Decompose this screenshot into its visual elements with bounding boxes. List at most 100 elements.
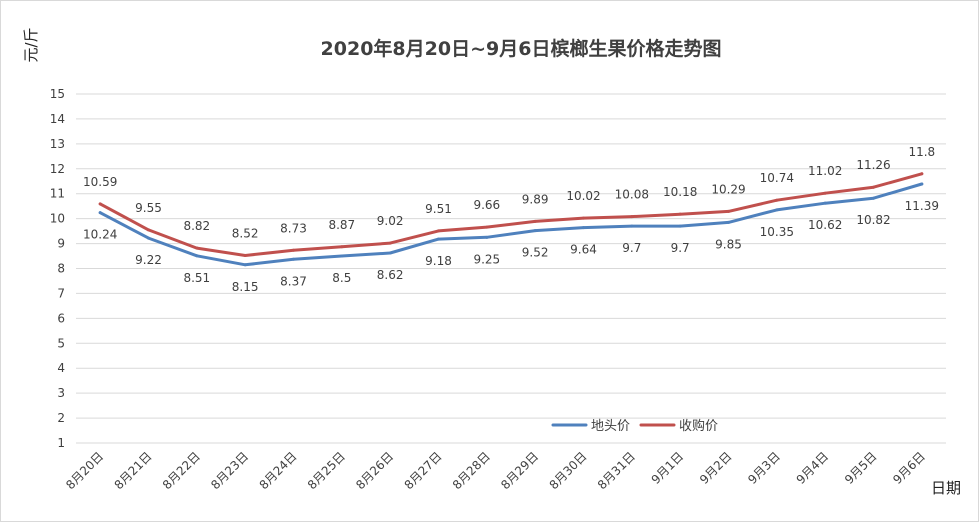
- data-point: [147, 236, 150, 240]
- data-point: [292, 257, 295, 261]
- gridlines: [76, 93, 946, 444]
- x-axis-ticks: 8月20日 8月21日 8月22日 8月23日 8月24日 8月25日 8月26日 8月27日…: [63, 449, 928, 492]
- data-label: 9.7: [622, 241, 641, 255]
- legend-label: 收购价: [679, 418, 718, 434]
- x-tick-label: 8月28日: [450, 449, 493, 492]
- y-tick-label: 15: [50, 87, 65, 101]
- data-label: 9.22: [135, 253, 162, 267]
- data-point: [727, 220, 730, 224]
- y-tick-label: 8: [57, 262, 65, 276]
- y-tick-label: 3: [57, 386, 65, 400]
- data-label: 8.15: [232, 280, 259, 294]
- data-label: 9.85: [715, 237, 742, 251]
- x-tick-label: 9月5日: [842, 449, 880, 487]
- legend-label: 地头价: [591, 419, 630, 434]
- data-point: [388, 241, 392, 245]
- data-label: 10.29: [711, 182, 745, 196]
- data-point: [920, 172, 924, 176]
- x-tick-label: 9月6日: [890, 449, 928, 487]
- data-point: [823, 201, 827, 205]
- data-point: [872, 196, 875, 200]
- y-tick-label: 9: [57, 237, 65, 251]
- data-label: 10.24: [83, 228, 117, 242]
- x-tick-label: 8月26日: [353, 449, 396, 492]
- x-tick-label: 8月24日: [257, 449, 300, 492]
- x-tick-label: 8月31日: [595, 449, 638, 492]
- data-label: 10.35: [760, 225, 794, 239]
- y-tick-label: 11: [50, 187, 65, 201]
- x-tick-label: 9月3日: [745, 449, 783, 487]
- x-tick-label: 8月27日: [402, 449, 445, 492]
- data-label: 10.02: [566, 189, 600, 203]
- data-point: [920, 182, 924, 186]
- data-point: [533, 219, 537, 223]
- data-label: 11.8: [908, 145, 935, 159]
- data-label: 8.52: [232, 227, 259, 241]
- x-tick-label: 8月22日: [160, 449, 203, 492]
- data-label: 9.02: [377, 214, 404, 228]
- data-label: 9.89: [522, 192, 549, 206]
- data-label: 8.82: [183, 219, 210, 233]
- x-tick-label: 8月30日: [547, 449, 590, 492]
- data-label: 8.73: [280, 221, 307, 235]
- data-point: [98, 202, 102, 206]
- data-label: 9.51: [425, 202, 452, 216]
- x-tick-label: 8月21日: [112, 449, 155, 492]
- data-label: 10.59: [83, 175, 117, 189]
- data-label: 8.62: [377, 268, 404, 282]
- x-tick-label: 8月25日: [305, 449, 348, 492]
- data-labels: 10.24 9.22 8.51 8.15 8.37 8.5 8.62 9.18 9.25 9.52…: [83, 145, 939, 294]
- data-label: 9.7: [671, 241, 690, 255]
- data-point: [292, 248, 295, 252]
- series-line: [98, 172, 924, 257]
- series-line: [98, 182, 924, 267]
- data-label: 9.25: [473, 252, 500, 266]
- x-tick-label: 8月23日: [208, 449, 251, 492]
- data-label: 9.64: [570, 243, 597, 257]
- data-label: 10.82: [856, 213, 890, 227]
- y-tick-label: 1: [57, 436, 65, 450]
- data-label: 8.87: [328, 218, 355, 232]
- data-point: [775, 198, 779, 202]
- data-label: 10.18: [663, 185, 697, 199]
- data-point: [243, 263, 247, 267]
- x-tick-label: 9月1日: [649, 449, 687, 487]
- data-point: [533, 229, 537, 233]
- data-label: 11.02: [808, 164, 842, 178]
- data-point: [195, 254, 199, 258]
- data-point: [678, 224, 682, 228]
- data-point: [872, 185, 875, 189]
- data-label: 9.52: [522, 246, 549, 260]
- data-label: 8.51: [183, 271, 210, 285]
- y-tick-label: 10: [50, 212, 65, 226]
- data-point: [775, 208, 779, 212]
- data-label: 8.37: [280, 274, 307, 288]
- data-point: [147, 228, 150, 232]
- data-point: [485, 235, 489, 239]
- data-point: [582, 216, 585, 220]
- y-tick-label: 14: [50, 112, 65, 126]
- data-point: [340, 245, 344, 249]
- y-tick-label: 13: [50, 137, 65, 151]
- y-tick-label: 5: [57, 336, 65, 350]
- data-point: [582, 226, 585, 230]
- data-point: [388, 251, 392, 255]
- data-point: [630, 224, 634, 228]
- data-label: 10.74: [760, 171, 794, 185]
- y-tick-label: 4: [57, 361, 65, 375]
- data-label: 8.5: [332, 271, 351, 285]
- data-label: 9.55: [135, 201, 162, 215]
- data-point: [823, 191, 827, 195]
- chart-title: 2020年8月20日~9月6日槟榔生果价格走势图: [321, 37, 722, 60]
- data-point: [243, 254, 247, 258]
- x-axis-title: 日期: [931, 479, 961, 497]
- data-point: [630, 215, 634, 219]
- data-point: [485, 225, 489, 229]
- x-tick-label: 8月20日: [63, 449, 106, 492]
- data-label: 10.08: [615, 188, 649, 202]
- y-axis-title: 元/斤: [22, 27, 40, 62]
- data-label: 9.18: [425, 254, 452, 268]
- y-tick-label: 12: [50, 162, 65, 176]
- data-point: [437, 229, 440, 233]
